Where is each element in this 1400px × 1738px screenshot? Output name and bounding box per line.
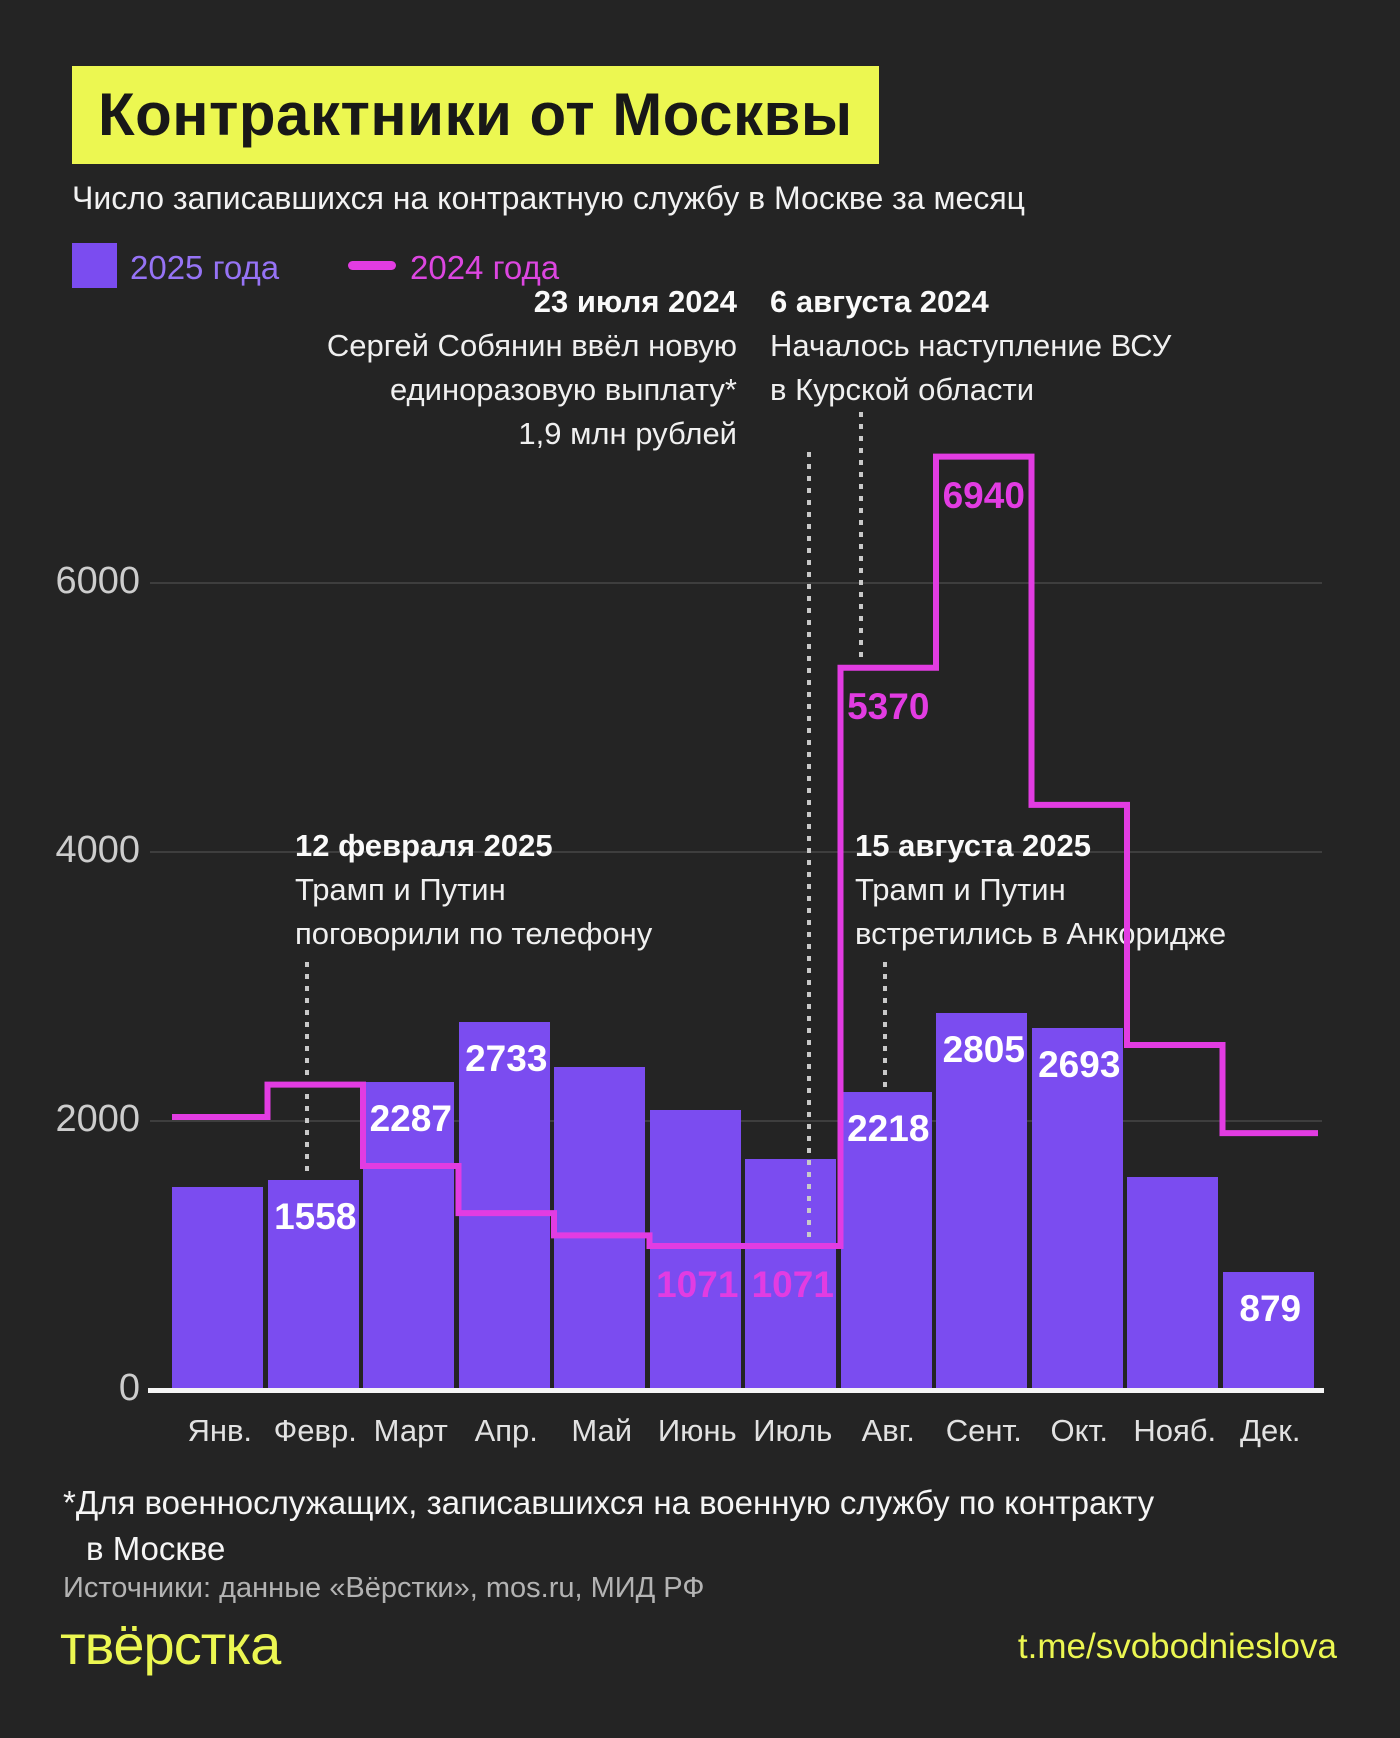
title-highlight: Контрактники от Москвы: [72, 66, 879, 164]
x-axis-label-Июль: Июль: [753, 1413, 833, 1448]
gridline-6000: [150, 582, 1322, 584]
legend-swatch-2025: [72, 243, 117, 288]
bar-value-label-Сент.: 2805: [942, 1028, 1025, 1070]
verstka-logo: твёрстка: [60, 1613, 281, 1676]
y-axis-tick-6000: 6000: [55, 560, 140, 602]
telegram-handle-link[interactable]: t.me/svobodnieslova: [1017, 1627, 1337, 1666]
line-value-label-Авг.: 5370: [847, 685, 930, 727]
annotation-date: 6 августа 2024: [770, 284, 989, 319]
annotation-text-line: поговорили по телефону: [295, 916, 653, 951]
annotation-text-line: Началось наступление ВСУ: [770, 328, 1172, 363]
annotation-text-line: Трамп и Путин: [295, 872, 506, 907]
bar-Июнь: [650, 1110, 741, 1390]
x-axis-label-Февр.: Февр.: [273, 1413, 357, 1448]
chart-subtitle: Число записавшихся на контрактную службу…: [72, 180, 1025, 216]
y-axis-tick-4000: 4000: [55, 829, 140, 871]
bar-value-label-Дек.: 879: [1239, 1287, 1302, 1329]
footnote-line-2: в Москве: [86, 1530, 226, 1567]
x-axis-label-Июнь: Июнь: [657, 1413, 737, 1448]
annotation-text-line: единоразовую выплату*: [389, 372, 737, 407]
legend-dash-2024: [348, 261, 396, 270]
line-value-label-Сент.: 6940: [942, 474, 1025, 516]
page-title: Контрактники от Москвы: [98, 81, 853, 148]
bar-value-label-Апр.: 2733: [465, 1038, 548, 1080]
annotation-text-line: 1,9 млн рублей: [518, 416, 737, 451]
y-axis-tick-2000: 2000: [55, 1098, 140, 1140]
annotation-text-line: в Курской области: [770, 372, 1035, 407]
annotation-dotted-line-aug2024: [859, 412, 863, 663]
annotation-text-line: встретились в Анкоридже: [855, 916, 1227, 951]
annotation-dotted-line-feb2025: [305, 962, 309, 1176]
annotation-date: 23 июля 2024: [533, 284, 737, 319]
annotation-aug2025: 15 августа 2025 Трамп и Путин встретились …: [855, 824, 1226, 956]
x-axis-label-Дек.: Дек.: [1240, 1413, 1301, 1448]
annotation-date: 12 февраля 2025: [295, 828, 553, 863]
x-axis-label-Сент.: Сент.: [945, 1413, 1022, 1448]
bar-Нояб.: [1127, 1176, 1218, 1390]
bar-value-label-Окт.: 2693: [1038, 1043, 1121, 1085]
bar-Дек.: [1223, 1271, 1314, 1390]
bar-value-label-Февр.: 1558: [274, 1196, 357, 1238]
annotation-aug2024: 6 августа 2024 Началось наступление ВСУ в …: [770, 280, 1171, 412]
annotation-date: 15 августа 2025: [855, 828, 1092, 863]
x-axis-label-Нояб.: Нояб.: [1133, 1413, 1217, 1448]
line-value-label-Июль: 1071: [751, 1263, 834, 1305]
x-axis-label-Авг.: Авг.: [861, 1413, 915, 1448]
legend-label-2024: 2024 года: [410, 249, 560, 286]
x-axis-label-Март: Март: [373, 1413, 448, 1448]
annotation-jul2024: 23 июля 2024 Сергей Собянин ввёл новую еди…: [327, 280, 737, 456]
line-value-label-Июнь: 1071: [656, 1263, 739, 1305]
annotation-feb2025: 12 февраля 2025 Трамп и Путин поговорили п…: [295, 824, 652, 956]
legend-label-2025: 2025 года: [130, 249, 280, 286]
annotation-dotted-line-jul2024: [807, 452, 811, 1242]
footnote-line-1: *Для военнослужащих, записавшихся на вое…: [63, 1484, 1155, 1521]
bar-value-label-Авг.: 2218: [847, 1107, 930, 1149]
y-axis-tick-0: 0: [118, 1367, 140, 1409]
annotation-text-line: Сергей Собянин ввёл новую: [326, 328, 737, 363]
sources-line: Источники: данные «Вёрстки», mos.ru, МИД…: [63, 1572, 705, 1604]
bar-value-label-Март: 2287: [369, 1098, 452, 1140]
x-axis-label-Янв.: Янв.: [187, 1413, 253, 1448]
annotation-dotted-line-aug2025: [883, 962, 887, 1088]
bar-Май: [554, 1067, 645, 1390]
x-axis-label-Апр.: Апр.: [474, 1413, 538, 1448]
x-axis-label-Май: Май: [571, 1413, 633, 1448]
annotation-text-line: Трамп и Путин: [855, 872, 1066, 907]
x-axis-baseline: [148, 1388, 1324, 1393]
x-axis-label-Окт.: Окт.: [1050, 1413, 1108, 1448]
